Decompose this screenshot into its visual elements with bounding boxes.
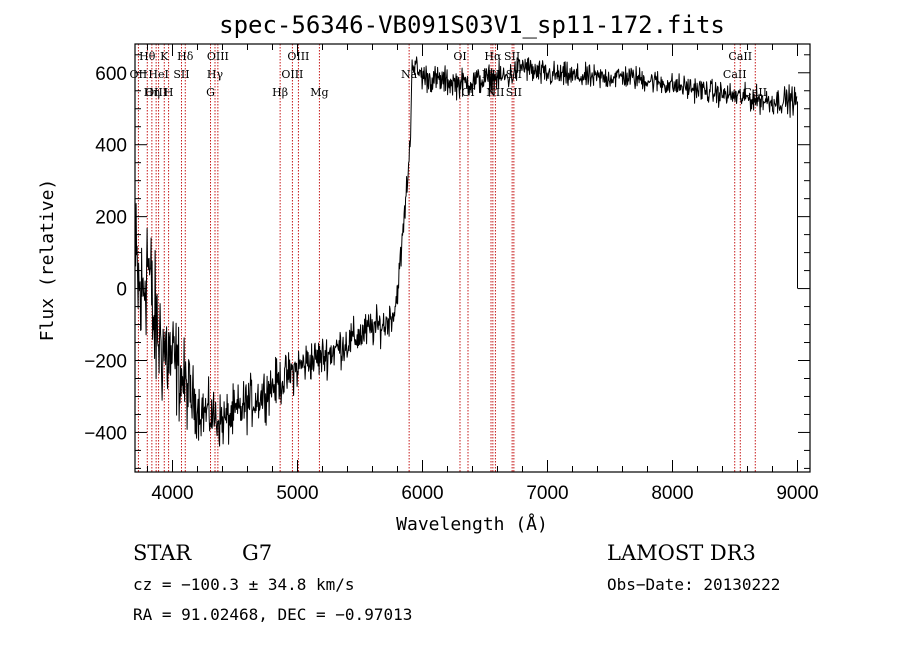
spectral-line-label: Hδ — [177, 50, 194, 63]
spectral-line-markers — [137, 44, 756, 472]
x-tick-label: 8000 — [651, 483, 693, 504]
spectrum-series-line — [135, 56, 798, 447]
object-class: STAR — [133, 541, 192, 565]
spectral-line-label: SII — [506, 86, 522, 99]
spectral-line-label: OIII — [287, 50, 309, 63]
spectral-line-label: Mg — [310, 86, 328, 99]
x-axis-ticks: 4000 5000 6000 7000 8000 9000 — [147, 44, 819, 504]
y-tick-label: 400 — [95, 136, 127, 157]
spectral-line-label: H — [164, 86, 174, 99]
spectral-line-label: OIII — [281, 68, 303, 81]
spectral-line-label: CaII — [723, 68, 747, 81]
spectral-line-label: Hγ — [207, 68, 224, 81]
spectral-line-label: G — [206, 86, 215, 99]
spectral-line-label: OI — [453, 50, 466, 63]
y-tick-label: −400 — [84, 423, 127, 444]
y-tick-label: −200 — [84, 352, 127, 373]
sky-coordinates: RA = 91.02468, DEC = −0.97013 — [133, 605, 412, 624]
x-tick-label: 7000 — [526, 483, 568, 504]
spectral-line-label: NII — [486, 86, 504, 99]
object-subclass: G7 — [242, 541, 272, 565]
spectral-line-label: K — [160, 50, 169, 63]
spectral-line-label: CaII — [728, 50, 752, 63]
spectral-line-label: Hθ — [139, 50, 156, 63]
spectral-line-label: CaII — [743, 86, 767, 99]
x-tick-label: 6000 — [401, 483, 443, 504]
spectral-line-label: SII — [504, 50, 520, 63]
observation-date: Obs−Date: 20130222 — [607, 575, 780, 594]
redshift-velocity: cz = −100.3 ± 34.8 km/s — [133, 575, 355, 594]
survey-name: LAMOST DR3 — [607, 541, 756, 565]
y-tick-label: 600 — [95, 64, 127, 85]
y-axis-ticks: −400 −200 0 200 400 600 — [84, 54, 810, 469]
spectral-line-label: Hη — [144, 86, 160, 99]
spectral-line-label: HeI — [148, 68, 168, 81]
spectral-line-label: OII — [130, 68, 148, 81]
x-tick-label: 5000 — [276, 483, 318, 504]
y-tick-label: 200 — [95, 208, 127, 229]
spectral-line-label: SII — [173, 68, 189, 81]
spectral-line-label: OIII — [207, 50, 229, 63]
y-axis-label: Flux (relative) — [37, 179, 58, 342]
x-axis-label: Wavelength (Å) — [396, 513, 548, 535]
spectral-line-label: OIII — [145, 86, 167, 99]
chart-title: spec-56346-VB091S03V1_sp11-172.fits — [219, 11, 725, 39]
spectral-line-label: Hα — [484, 50, 502, 63]
spectral-line-labels: Hθ OII OIII K HeI Hη SII H Hδ OIII Hγ G OIII OIII Hβ Mg… — [130, 50, 768, 99]
spectral-line-label: Hβ — [272, 86, 288, 99]
x-tick-label: 9000 — [776, 483, 818, 504]
y-tick-label: 0 — [116, 280, 127, 301]
x-tick-label: 4000 — [151, 483, 193, 504]
